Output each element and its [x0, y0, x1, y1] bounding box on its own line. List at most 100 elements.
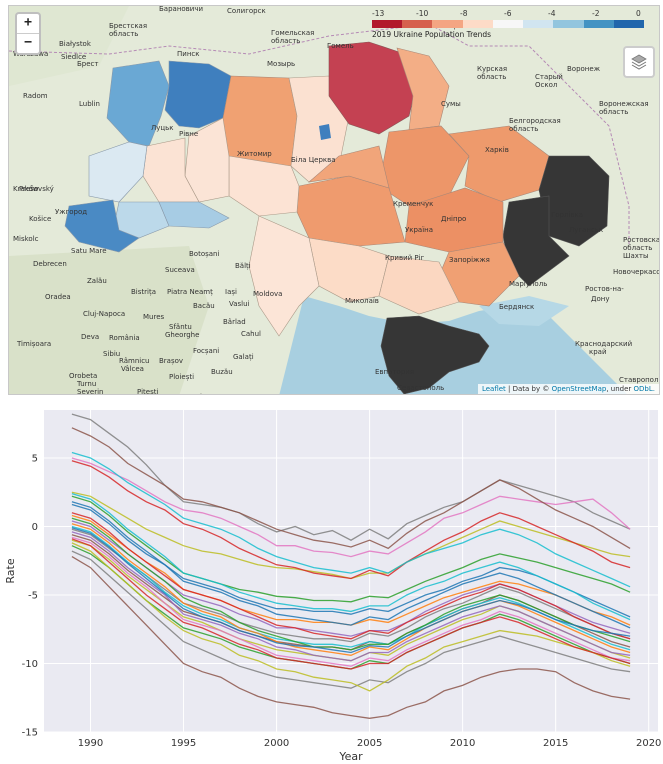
x-axis-label: Year [338, 750, 363, 763]
series-line-4 [71, 460, 631, 580]
place-label: Brașov [159, 357, 183, 365]
legend-swatch [553, 20, 584, 28]
place-label: Севастополь [397, 384, 444, 392]
x-tick-label: 2015 [543, 738, 568, 749]
series-line-1 [71, 457, 631, 558]
place-label: Сумы [441, 100, 461, 108]
x-tick-label: 1995 [171, 738, 196, 749]
y-tick-label: -5 [28, 590, 38, 601]
series-line-10 [71, 528, 631, 643]
place-label: Oradea [45, 293, 71, 301]
layers-button[interactable] [623, 46, 655, 78]
odbl-link[interactable]: ODbL. [633, 385, 655, 393]
y-axis-label: Rate [4, 558, 17, 583]
x-tick-labels: 1990 1995 2000 2005 2010 2015 2020 [78, 738, 662, 749]
chart-canvas: 1990 1995 2000 2005 2010 2015 2020 50-5-10-15 … [4, 410, 662, 763]
place-label: Moldova [253, 290, 282, 298]
place-label: Солигорск [227, 7, 266, 15]
place-label: Ставрополь [619, 376, 660, 384]
place-label: Kraków [13, 185, 39, 193]
series-line-19 [71, 550, 631, 689]
place-label: Ростовская [623, 236, 660, 244]
place-label: область [109, 30, 138, 38]
legend-tick: -6 [504, 9, 512, 18]
place-label: Satu Mare [71, 247, 107, 255]
place-label: Radom [23, 92, 48, 100]
zoom-in-button[interactable]: + [24, 15, 32, 30]
oblast-chernivtsi[interactable] [158, 201, 230, 229]
place-label: Košice [29, 215, 51, 223]
legend-tick: 0 [636, 9, 641, 18]
place-label: Bălți [235, 262, 251, 271]
oblast-donetsk[interactable] [502, 195, 570, 287]
place-label: Cahul [241, 330, 261, 338]
oblast-odesa[interactable] [248, 215, 320, 337]
place-label: Ростов-на- [585, 285, 624, 293]
legend-swatch [583, 20, 614, 28]
oblast-volyn[interactable] [106, 60, 170, 147]
legend-swatch [613, 20, 644, 28]
legend-swatch [462, 20, 493, 28]
attribution-text: | Data by © [505, 385, 552, 393]
oblast-kherson[interactable] [378, 255, 460, 315]
x-tick-label: 2005 [357, 738, 382, 749]
series-line-15 [71, 512, 631, 640]
place-label: Iași [225, 288, 237, 296]
terrain-carpathians [9, 246, 209, 394]
legend-tick: -10 [416, 9, 429, 18]
zoom-out-button[interactable]: − [17, 33, 39, 53]
osm-link[interactable]: OpenStreetMap [551, 385, 607, 393]
place-label: Україна [405, 226, 433, 234]
place-label: Mures [143, 313, 165, 321]
x-tick-label: 1990 [78, 738, 103, 749]
oblast-kharkiv[interactable] [448, 125, 550, 203]
place-label: Botoșani [189, 250, 219, 258]
legend-swatch [492, 20, 524, 28]
place-label: Біла Церква [291, 156, 336, 164]
place-label: Кременчук [393, 200, 433, 208]
series-line-22 [71, 523, 631, 656]
oblast-rivne[interactable] [164, 60, 232, 129]
place-label: Оскол [535, 81, 557, 89]
place-label: Курская [477, 65, 507, 73]
y-tick-label: -15 [22, 728, 38, 739]
place-label: Timișoara [16, 340, 51, 348]
place-label: Sfântu [169, 323, 192, 331]
oblast-zakarpattia[interactable] [64, 199, 140, 253]
oblast-chernihiv[interactable] [328, 41, 422, 135]
place-label: Краснодарский [575, 340, 632, 348]
place-label: Старый [535, 73, 563, 81]
legend-swatch [432, 20, 463, 28]
place-label: Bacău [193, 302, 215, 310]
place-label: Vaslui [229, 300, 250, 308]
series-line-7 [71, 451, 631, 588]
border-line-north [9, 23, 630, 246]
place-label: Galați [233, 353, 254, 362]
y-tick-label: 5 [32, 453, 38, 464]
place-label: Sibiu [103, 350, 120, 358]
place-label: Bârlad [223, 318, 246, 326]
place-label: Рівне [179, 130, 198, 138]
attribution-under: , under [606, 385, 634, 393]
line-chart: 1990 1995 2000 2005 2010 2015 2020 5 0 -5 -10 -15 … [0, 400, 663, 764]
crimea[interactable] [380, 315, 490, 394]
place-label: România [109, 334, 140, 342]
y-tick-label: 0 [32, 522, 38, 533]
legend-tick: -8 [460, 9, 468, 18]
place-label: Бердянск [499, 303, 534, 311]
kyiv-city[interactable] [319, 124, 331, 140]
legend-swatch [523, 20, 554, 28]
series-line-26 [71, 527, 631, 654]
choropleth-map[interactable]: Барановичи Солигорск Брестская область Гомел… [8, 5, 660, 395]
oblast-lviv[interactable] [88, 141, 148, 203]
place-label: область [271, 37, 300, 45]
sea-of-azov [479, 296, 569, 326]
place-label: Шахты [623, 252, 649, 260]
oblast-cherkasy[interactable] [308, 145, 390, 189]
color-legend: -13 -10 -8 -6 -4 -2 0 2019 Ukraine Population … [368, 9, 658, 39]
series-line-14 [71, 536, 631, 667]
place-label: Евпатория [375, 368, 414, 376]
leaflet-link[interactable]: Leaflet [481, 385, 506, 393]
